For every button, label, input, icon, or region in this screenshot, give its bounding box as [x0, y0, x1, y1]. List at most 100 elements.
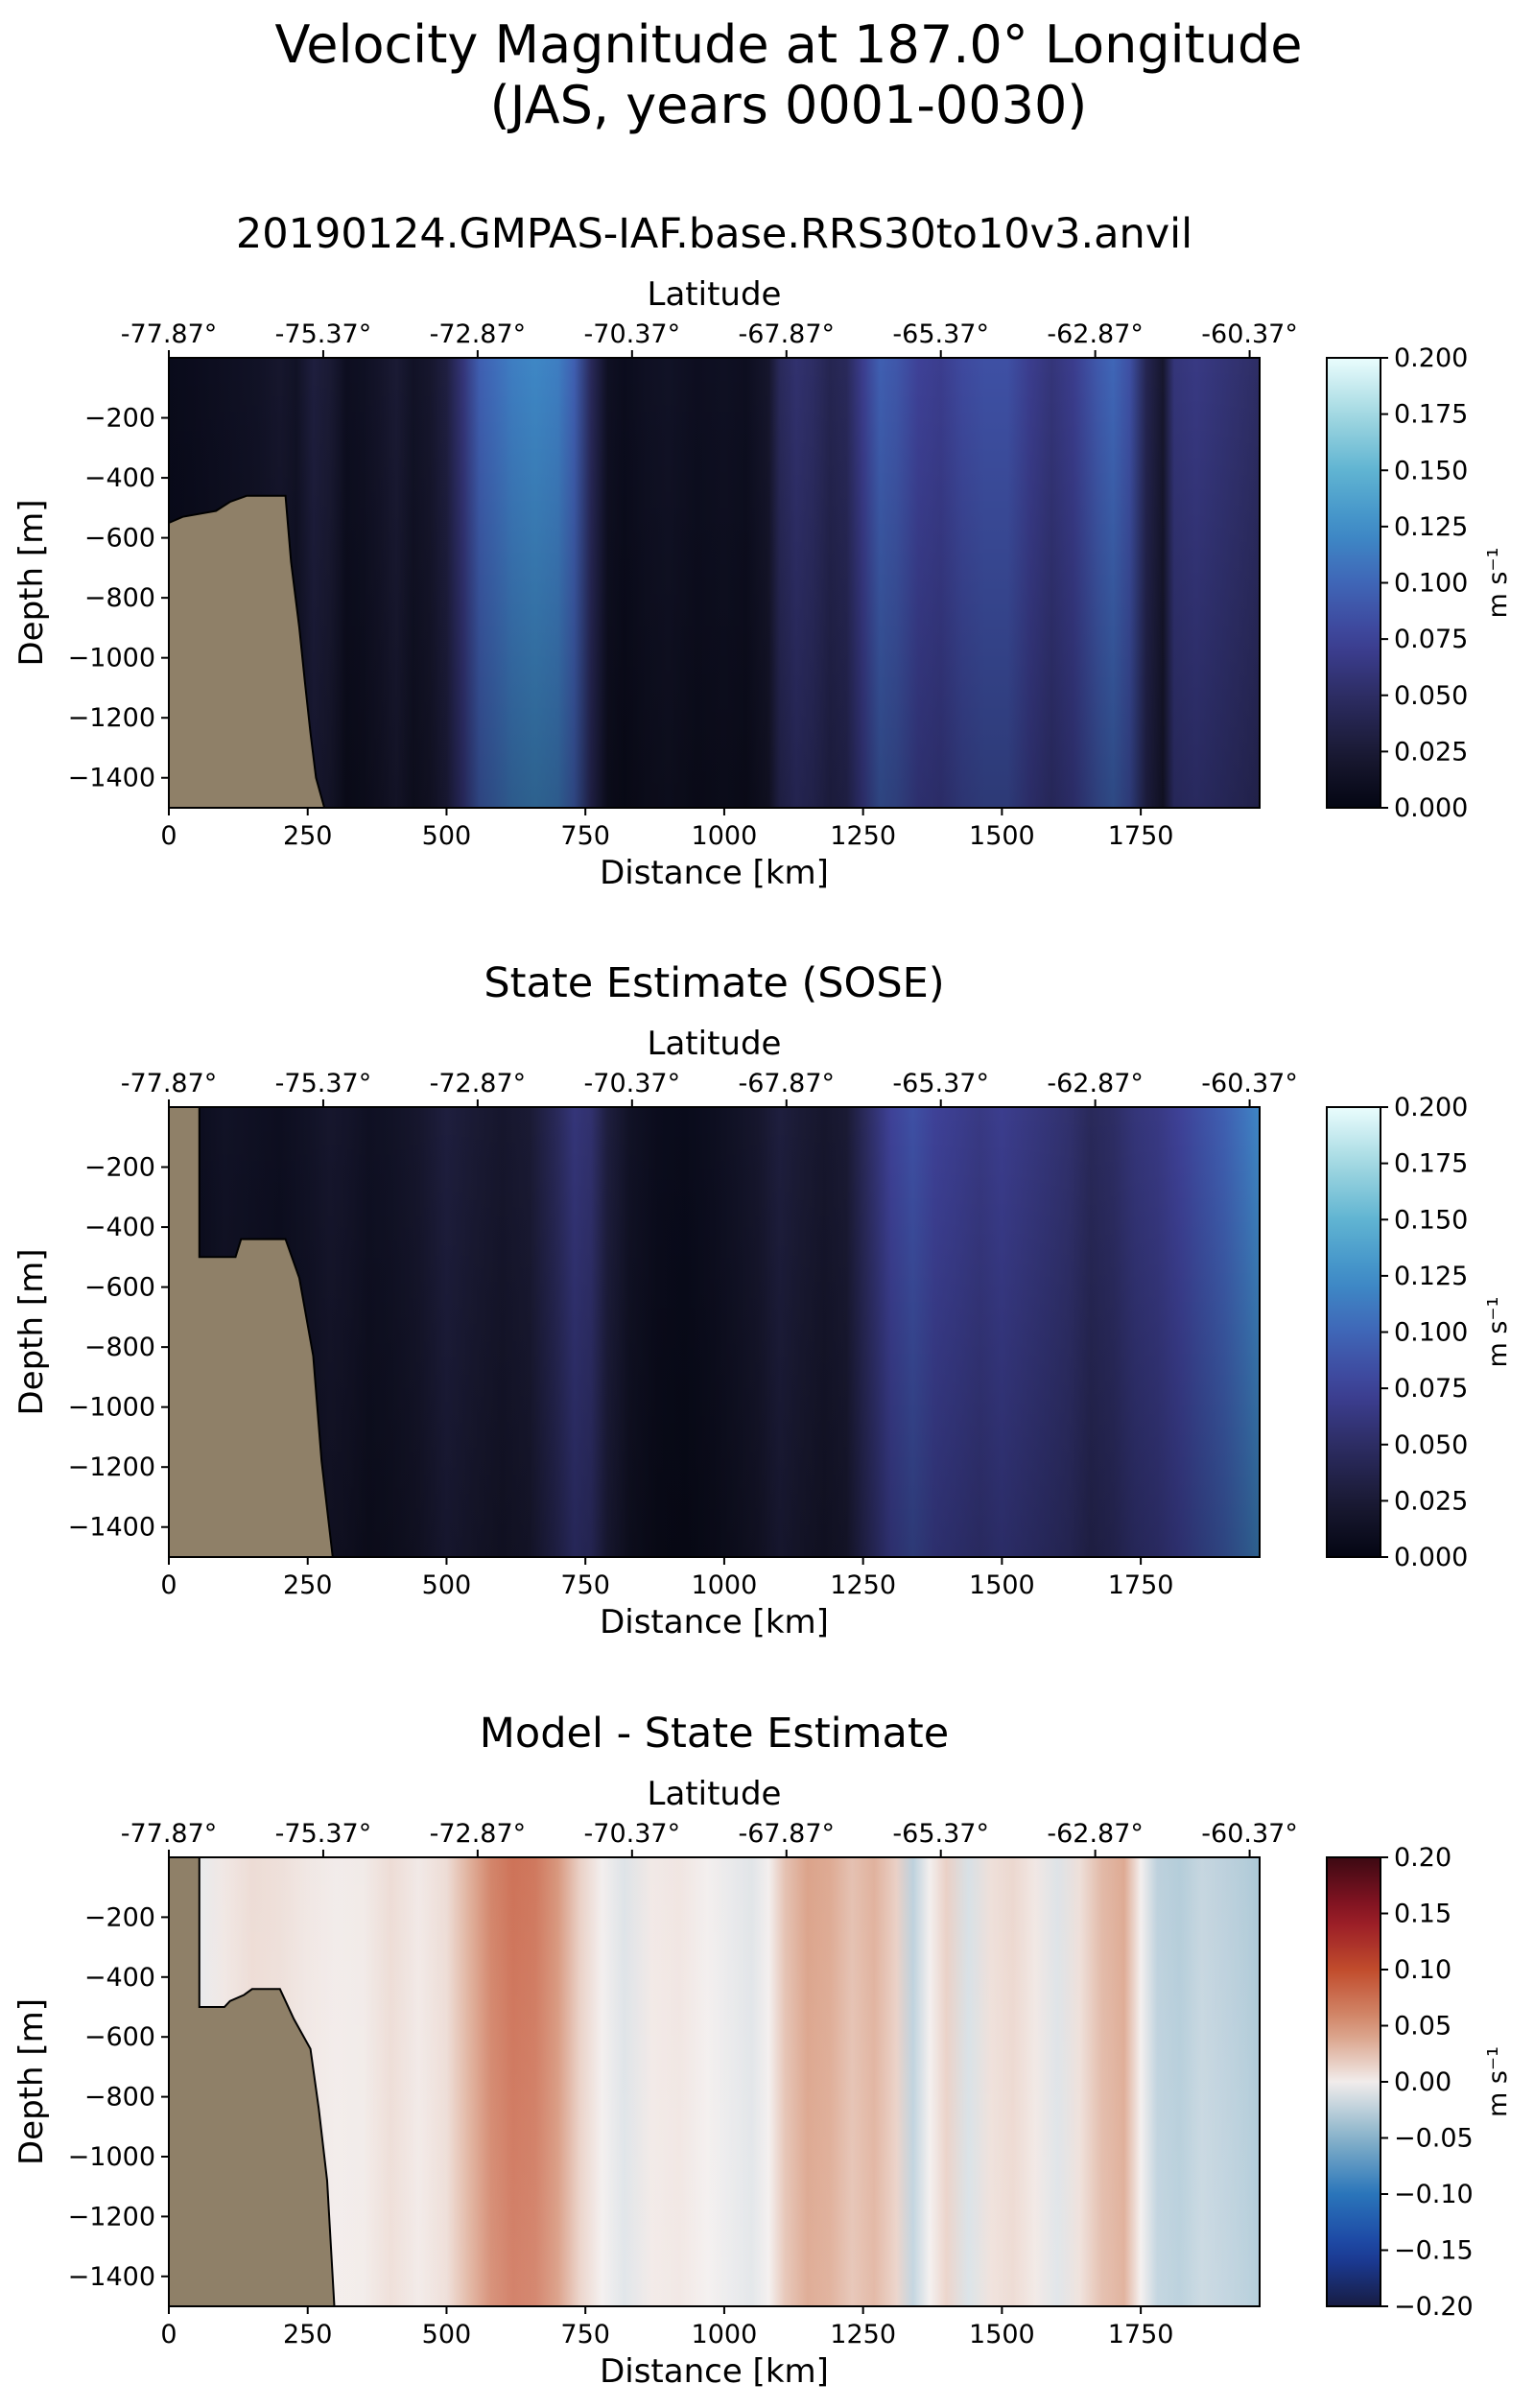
- top-tick-label: -77.87°: [121, 319, 218, 349]
- colorbar-tick-label: 0.125: [1394, 1262, 1468, 1291]
- top-tick-label: -62.87°: [1047, 319, 1144, 349]
- suptitle-line-1: Velocity Magnitude at 187.0° Longitude: [274, 14, 1302, 75]
- y-tick-label: −400: [84, 463, 155, 493]
- colorbar-tick-label: 0.05: [1394, 2012, 1451, 2042]
- colorbar-tick-label: 0.175: [1394, 400, 1468, 430]
- axes-frame: [168, 1106, 1261, 1558]
- top-tick-label: -75.37°: [275, 1819, 372, 1849]
- y-tick-label: −1200: [68, 1452, 155, 1482]
- top-tick-label: -77.87°: [121, 1069, 218, 1098]
- top-tick-label: -67.87°: [738, 1069, 835, 1098]
- y-tick-label: −1400: [68, 764, 155, 793]
- y-tick-label: −400: [84, 1213, 155, 1242]
- colorbar-tick-label: −0.10: [1394, 2180, 1474, 2209]
- y-tick-label: −1400: [68, 1513, 155, 1543]
- x-tick-label: 1500: [969, 1570, 1035, 1600]
- y-tick-label: −1200: [68, 703, 155, 733]
- y-tick-label: −1000: [68, 2142, 155, 2172]
- x-axis-label: Distance [km]: [600, 1603, 829, 1641]
- y-axis-label: Depth [m]: [12, 1248, 51, 1415]
- top-tick-label: -75.37°: [275, 1069, 372, 1098]
- y-tick-label: −800: [84, 1333, 155, 1362]
- top-tick-label: -60.37°: [1201, 1819, 1298, 1849]
- heatmap-depth-shading: [169, 1857, 1260, 2306]
- colorbar-tick-label: 0.20: [1394, 1843, 1451, 1873]
- x-tick-label: 1750: [1108, 821, 1174, 851]
- top-tick-label: -67.87°: [738, 319, 835, 349]
- top-tick-label: -75.37°: [275, 319, 372, 349]
- x-axis-label: Distance [km]: [600, 854, 829, 892]
- top-tick-label: -67.87°: [738, 1819, 835, 1849]
- top-tick-label: -62.87°: [1047, 1819, 1144, 1849]
- panel-3: Model - State Estimate Latitude -77.87° -75…: [12, 1710, 1513, 2391]
- y-tick-label: −800: [84, 583, 155, 613]
- top-tick-label: -65.37°: [892, 319, 989, 349]
- heatmap-depth-shading: [169, 358, 1260, 808]
- heatmap-depth-shading: [169, 1107, 1260, 1557]
- x-tick-label: 1500: [969, 821, 1035, 851]
- colorbar-tick-label: 0.15: [1394, 1900, 1451, 1929]
- colorbar-tick-label: −0.20: [1394, 2292, 1474, 2322]
- colorbar-tick-label: 0.100: [1394, 569, 1468, 599]
- top-axis-label: Latitude: [648, 1775, 782, 1813]
- y-tick-label: −600: [84, 524, 155, 554]
- x-tick-label: 1750: [1108, 2320, 1174, 2349]
- colorbar-tick-label: 0.125: [1394, 512, 1468, 542]
- colorbar: [1326, 1856, 1381, 2307]
- axes-frame: [168, 357, 1261, 809]
- colorbar-tick-label: 0.000: [1394, 1543, 1468, 1572]
- panel-title: 20190124.GMPAS-IAF.base.RRS30to10v3.anvi…: [236, 210, 1192, 258]
- panel-title: Model - State Estimate: [480, 1710, 949, 1758]
- x-tick-label: 1750: [1108, 1570, 1174, 1600]
- x-tick-label: 1000: [692, 1570, 758, 1600]
- y-tick-label: −1200: [68, 2202, 155, 2231]
- top-tick-label: -77.87°: [121, 1819, 218, 1849]
- colorbar-tick-label: 0.150: [1394, 1205, 1468, 1235]
- y-tick-label: −200: [84, 1153, 155, 1183]
- x-tick-label: 1000: [692, 2320, 758, 2349]
- panel-1: 20190124.GMPAS-IAF.base.RRS30to10v3.anvi…: [12, 210, 1513, 892]
- colorbar-tick-label: 0.050: [1394, 681, 1468, 711]
- top-tick-label: -72.87°: [430, 319, 527, 349]
- top-tick-label: -60.37°: [1201, 319, 1298, 349]
- colorbar-tick-label: 0.200: [1394, 1093, 1468, 1122]
- x-tick-label: 250: [283, 1570, 333, 1600]
- colorbar-tick-label: 0.075: [1394, 625, 1468, 654]
- colorbar-tick-label: 0.200: [1394, 343, 1468, 373]
- y-tick-label: −1000: [68, 1393, 155, 1423]
- suptitle-line-2: (JAS, years 0001-0030): [490, 75, 1088, 135]
- top-tick-label: -62.87°: [1047, 1069, 1144, 1098]
- colorbar-tick-label: 0.175: [1394, 1149, 1468, 1179]
- x-tick-label: 1250: [830, 2320, 896, 2349]
- top-tick-label: -65.37°: [892, 1819, 989, 1849]
- y-tick-label: −400: [84, 1963, 155, 1993]
- x-axis-label: Distance [km]: [600, 2352, 829, 2391]
- panels: 20190124.GMPAS-IAF.base.RRS30to10v3.anvi…: [12, 210, 1513, 2391]
- colorbar-tick-label: 0.10: [1394, 1955, 1451, 1985]
- top-tick-label: -70.37°: [584, 1069, 681, 1098]
- colorbar-tick-label: 0.150: [1394, 456, 1468, 485]
- x-tick-label: 500: [422, 821, 472, 851]
- x-tick-label: 250: [283, 2320, 333, 2349]
- top-tick-label: -70.37°: [584, 1819, 681, 1849]
- y-tick-label: −800: [84, 2083, 155, 2113]
- colorbar-tick-label: −0.05: [1394, 2124, 1474, 2154]
- x-tick-label: 500: [422, 2320, 472, 2349]
- x-tick-label: 250: [283, 821, 333, 851]
- y-tick-label: −1400: [68, 2262, 155, 2292]
- colorbar-tick-label: 0.025: [1394, 737, 1468, 767]
- y-tick-label: −200: [84, 404, 155, 434]
- y-axis-label: Depth [m]: [12, 499, 51, 666]
- colorbar-tick-label: 0.100: [1394, 1318, 1468, 1348]
- colorbar-tick-label: 0.00: [1394, 2067, 1451, 2097]
- y-tick-label: −600: [84, 2022, 155, 2052]
- axes-frame: [168, 1856, 1261, 2307]
- top-tick-label: -60.37°: [1201, 1069, 1298, 1098]
- x-tick-label: 750: [560, 2320, 610, 2349]
- top-tick-label: -65.37°: [892, 1069, 989, 1098]
- colorbar-label: m s⁻¹: [1483, 2046, 1513, 2117]
- top-axis-label: Latitude: [648, 1025, 782, 1063]
- colorbar-tick-label: 0.025: [1394, 1486, 1468, 1516]
- colorbar-label: m s⁻¹: [1483, 1296, 1513, 1367]
